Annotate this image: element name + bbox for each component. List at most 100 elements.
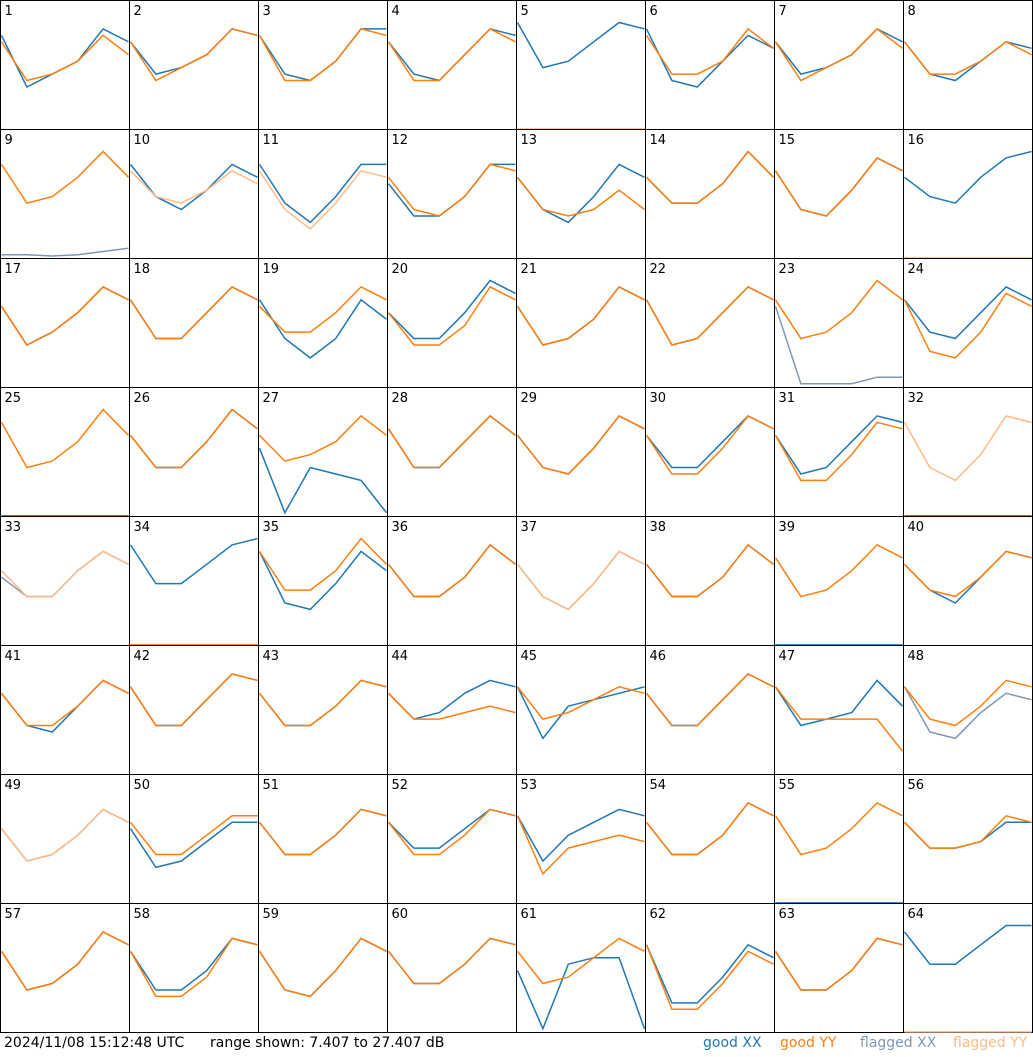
yy-line xyxy=(129,28,258,82)
panel: 34 xyxy=(129,516,259,646)
panel-label: 60 xyxy=(392,907,409,922)
panel: 44 xyxy=(387,645,517,775)
panel-label: 17 xyxy=(5,262,22,277)
panel: 17 xyxy=(0,258,130,388)
yy-line xyxy=(387,808,516,856)
panel-frame xyxy=(903,516,1033,646)
panel-frame xyxy=(387,516,517,646)
panel-label: 10 xyxy=(134,133,151,148)
panel-label: 54 xyxy=(650,778,667,793)
panel-label: 37 xyxy=(521,520,538,535)
panel-frame xyxy=(645,258,775,388)
panel: 53 xyxy=(516,774,646,904)
xx-line xyxy=(1,247,129,257)
panel-label: 22 xyxy=(650,262,667,277)
panel: 5 xyxy=(516,0,646,130)
yy-line xyxy=(258,537,388,591)
panel-frame xyxy=(129,258,259,388)
xx-line xyxy=(516,808,645,863)
panel-label: 6 xyxy=(650,4,658,19)
yy-line xyxy=(258,414,387,462)
xx-line xyxy=(774,415,903,475)
panel-frame xyxy=(774,0,904,130)
panel-label: 7 xyxy=(779,4,787,19)
panel-label: 25 xyxy=(5,391,22,406)
xx-line xyxy=(903,285,1032,340)
panel: 30 xyxy=(645,387,775,517)
panel-label: 26 xyxy=(134,391,151,406)
yy-line xyxy=(258,285,387,333)
yy-line xyxy=(645,285,774,346)
xx-line xyxy=(258,550,387,611)
yy-line xyxy=(645,801,774,856)
panel-frame xyxy=(387,645,517,775)
panel: 36 xyxy=(387,516,517,646)
panel: 46 xyxy=(645,645,775,775)
panel: 41 xyxy=(0,645,130,775)
yy-line xyxy=(903,679,1032,727)
yy-line xyxy=(129,673,258,727)
panel-frame xyxy=(645,516,775,646)
xx-line xyxy=(903,924,1032,965)
legend-entry: flagged YY xyxy=(953,1035,1028,1051)
panel-label: 46 xyxy=(650,649,667,664)
panel-frame xyxy=(0,0,130,130)
yy-line xyxy=(903,550,1032,598)
panel-frame xyxy=(258,645,388,775)
panel: 12 xyxy=(387,129,517,259)
panel-label: 48 xyxy=(908,649,925,664)
panel-label: 14 xyxy=(650,133,667,148)
panel: 35 xyxy=(258,516,388,646)
xx-line xyxy=(387,279,516,340)
panel-frame xyxy=(516,774,646,904)
panel: 45 xyxy=(516,645,646,775)
panel-frame xyxy=(903,387,1033,517)
panel-frame xyxy=(387,129,517,259)
panel: 3 xyxy=(258,0,388,130)
yy-line xyxy=(645,672,774,727)
xx-line xyxy=(645,28,774,88)
panel-label: 32 xyxy=(908,391,925,406)
panel-label: 35 xyxy=(263,520,280,535)
panel-label: 28 xyxy=(392,391,409,406)
panel-frame xyxy=(903,903,1033,1033)
panel-frame xyxy=(516,258,646,388)
panel-label: 18 xyxy=(134,262,151,277)
panel-label: 11 xyxy=(263,133,280,148)
yy-line xyxy=(387,692,516,720)
panel-frame xyxy=(129,903,259,1033)
panel-label: 29 xyxy=(521,391,538,406)
panel-label: 20 xyxy=(392,262,409,277)
yy-line xyxy=(387,937,516,985)
panel-label: 31 xyxy=(779,391,796,406)
panel-label: 30 xyxy=(650,391,667,406)
panel: 20 xyxy=(387,258,517,388)
panel-frame xyxy=(645,903,775,1033)
panel: 52 xyxy=(387,774,517,904)
panel-frame xyxy=(516,129,646,259)
panel: 1 xyxy=(0,0,130,130)
panel-frame xyxy=(903,258,1033,388)
panel: 51 xyxy=(258,774,388,904)
yy-line xyxy=(0,550,129,598)
panel-frame xyxy=(129,645,259,775)
panel: 8 xyxy=(903,0,1033,130)
panel-label: 33 xyxy=(5,520,22,535)
panel-frame xyxy=(0,903,130,1033)
panel: 60 xyxy=(387,903,517,1033)
panel-label: 13 xyxy=(521,133,538,148)
panel-label: 2 xyxy=(134,4,142,19)
panel-frame xyxy=(129,129,259,259)
xx-line xyxy=(645,943,774,1004)
yy-line xyxy=(387,414,516,469)
yy-line xyxy=(0,808,129,862)
panel: 38 xyxy=(645,516,775,646)
panel-label: 62 xyxy=(650,907,667,922)
panel: 42 xyxy=(129,645,259,775)
panel-frame xyxy=(0,774,130,904)
panel-label: 44 xyxy=(392,649,409,664)
panel: 25 xyxy=(0,387,130,517)
yy-line xyxy=(129,937,258,998)
panel-frame xyxy=(387,903,517,1033)
